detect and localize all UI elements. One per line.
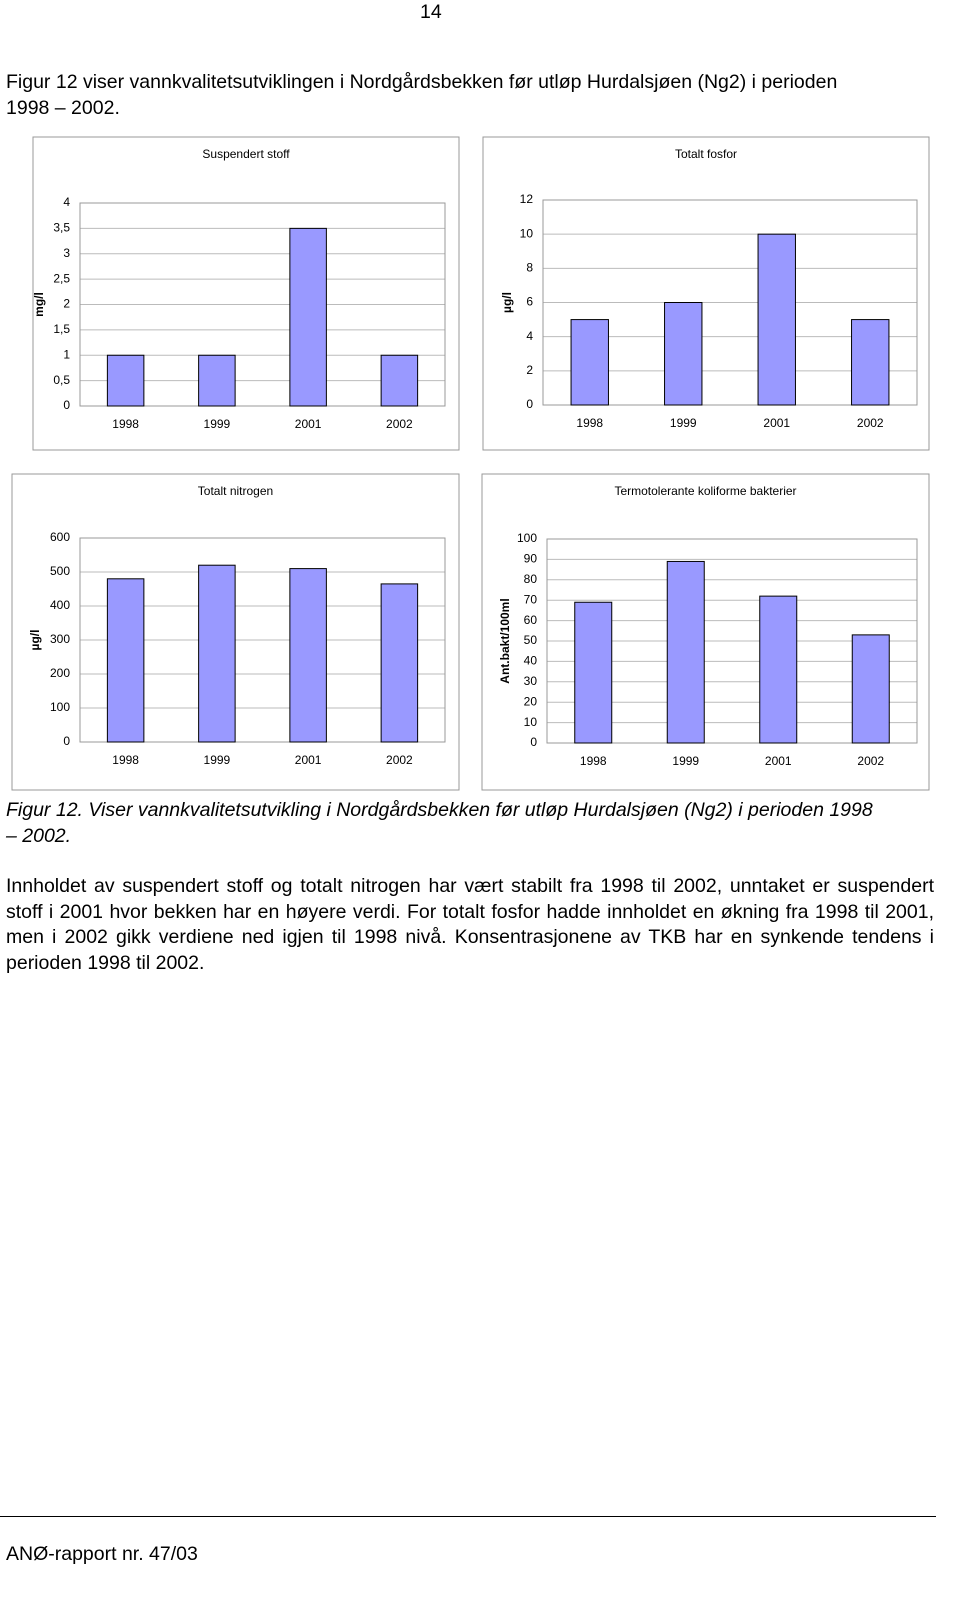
x-tick-label: 1998 [112,417,139,431]
chart-title: Suspendert stoff [202,147,290,161]
bar [851,319,890,406]
x-tick-label: 2002 [857,416,884,430]
chart-title: Totalt nitrogen [198,484,273,498]
y-tick-label: 300 [50,632,70,646]
y-tick-label: 10 [524,715,538,729]
y-tick-label: 4 [526,329,533,343]
caption: Figur 12. Viser vannkvalitetsutvikling i… [6,799,873,847]
y-tick-label: 2 [63,297,70,311]
footer: ANØ-rapport nr. 47/03 [6,1543,198,1565]
plot-frame [79,537,446,743]
y-tick-label: 60 [524,613,538,627]
y-tick-label: 400 [50,598,70,612]
chart-title: Termotolerante koliforme bakterier [614,484,796,498]
y-tick-label: 80 [524,572,538,586]
y-tick-label: 6 [526,295,533,309]
footer-rule [0,1516,936,1517]
x-tick-label: 1999 [672,754,699,768]
x-tick-label: 2001 [765,754,792,768]
y-tick-label: 1,5 [53,322,70,336]
bar [664,302,703,406]
x-tick-label: 1999 [670,416,697,430]
chart-frame [481,473,930,791]
bar [757,233,796,406]
y-axis-label: Ant.bakt/100ml [498,598,512,683]
x-tick-label: 2002 [386,417,413,431]
bar [198,354,236,407]
y-axis-label: µg/l [500,292,514,313]
x-tick-label: 1999 [204,753,231,767]
y-tick-label: 20 [524,694,538,708]
x-tick-label: 2001 [763,416,790,430]
bar [759,595,798,744]
plot-frame [542,199,918,406]
y-tick-label: 40 [524,654,538,668]
y-tick-label: 1 [63,347,70,361]
y-tick-label: 3 [63,246,70,260]
y-tick-label: 50 [524,633,538,647]
bar [289,227,327,407]
body-text: Innholdet av suspendert stoff og totalt … [6,875,934,974]
x-tick-label: 1999 [204,417,231,431]
y-axis-label: µg/l [28,630,42,651]
y-tick-label: 500 [50,564,70,578]
bar [106,578,145,743]
y-tick-label: 0 [530,735,537,749]
y-tick-label: 0 [63,398,70,412]
y-tick-label: 10 [520,226,534,240]
plot-frame [79,202,446,407]
y-tick-label: 600 [50,530,70,544]
y-tick-label: 90 [524,552,538,566]
plot-frame [546,538,918,744]
x-tick-label: 2002 [386,753,413,767]
bar [380,354,419,407]
y-tick-label: 70 [524,592,538,606]
chart-frame [482,136,930,451]
bar [574,601,613,744]
x-tick-label: 1998 [112,753,139,767]
y-tick-label: 100 [517,531,537,545]
bar [106,354,145,407]
x-tick-label: 1998 [580,754,607,768]
bar [198,564,236,743]
intro: Figur 12 viser vannkvalitetsutviklingen … [6,71,838,119]
y-tick-label: 4 [63,195,70,209]
x-tick-label: 2001 [295,417,322,431]
bar [570,319,609,406]
y-tick-label: 2 [526,363,533,377]
y-tick-label: 2,5 [53,271,70,285]
y-tick-label: 12 [520,192,534,206]
chart-title: Totalt fosfor [675,147,737,161]
x-tick-label: 2001 [295,753,322,767]
x-tick-label: 2002 [857,754,884,768]
charts: Suspendert stoff mg/l 0 0,5 1 1,5 2 2,5 3 3,5 4 199… [11,136,930,791]
y-tick-label: 200 [50,666,70,680]
y-tick-label: 0 [526,397,533,411]
y-tick-label: 3,5 [53,221,70,235]
y-tick-label: 0,5 [53,373,70,387]
y-tick-label: 8 [526,261,533,275]
bar [380,583,419,743]
bar [666,560,705,744]
y-tick-label: 100 [50,700,70,714]
y-tick-label: 0 [63,734,70,748]
y-axis-label: mg/l [32,292,46,317]
y-tick-label: 30 [524,674,538,688]
bar [289,568,327,743]
x-tick-label: 1998 [576,416,603,430]
bar [851,634,890,744]
chart-frame [11,473,460,791]
chart-frame [32,136,460,451]
page-number: 14 [420,1,442,23]
